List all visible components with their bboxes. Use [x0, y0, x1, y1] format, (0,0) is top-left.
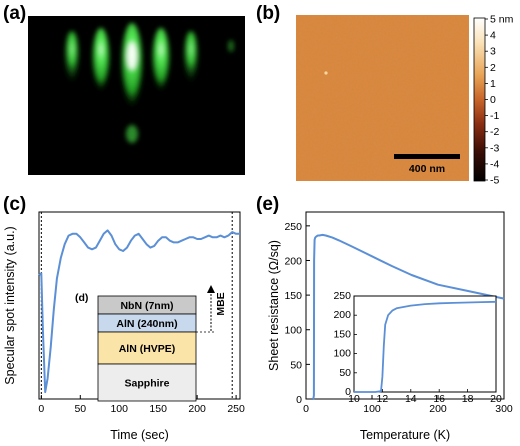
x-tick-label: 200 [188, 403, 206, 415]
colorbar-tick-label: 2 [490, 62, 496, 74]
inset-x-tick-label: 12 [377, 393, 389, 405]
colorbar-tick-label: -1 [490, 110, 499, 122]
colorbar-tick-label: 4 [490, 30, 496, 42]
inset-y-tick-label: 250 [333, 290, 351, 302]
colorbar-tick-label: -5 [490, 175, 499, 186]
panel-b-label: (b) [256, 3, 281, 24]
rheed-streak [183, 31, 199, 91]
x-tick-label: 150 [149, 403, 167, 415]
rheed-streak [92, 28, 110, 100]
x-tick-label: 200 [429, 403, 447, 415]
y-tick-label: 150 [284, 290, 302, 302]
y-tick-label: 100 [284, 325, 302, 337]
rheed-image [28, 16, 245, 175]
inset-x-tick-label: 14 [405, 393, 417, 405]
x-tick-label: 0 [38, 403, 44, 415]
y-tick-label: 50 [290, 359, 302, 371]
layer-label: AlN (HVPE) [119, 343, 176, 355]
scale-bar [394, 154, 460, 159]
layer-label: Sapphire [125, 378, 170, 390]
inset-resistance-curve [354, 300, 497, 393]
chart-c: 0 50 100 150 200 250 Time (sec) Specular spot i… [3, 211, 245, 442]
inset-x-tick-label: 10 [348, 393, 360, 405]
mbe-label: MBE [215, 292, 227, 315]
inset-x-tick-label: 16 [433, 393, 445, 405]
inset-frame [353, 295, 497, 393]
inset-y-tick-label: 150 [333, 328, 351, 340]
scale-bar-label: 400 nm [409, 163, 445, 175]
colorbar-tick-label: 3 [490, 46, 496, 58]
y-tick-label: 200 [284, 255, 302, 267]
rheed-streak [228, 40, 234, 52]
rheed-streak [121, 23, 143, 119]
layer-label: AlN (240nm) [116, 318, 177, 330]
rheed-streak [64, 31, 80, 91]
afm-image: 400 nm [296, 15, 469, 181]
layer-3 [97, 363, 197, 402]
colorbar-tick-label: 1 [490, 78, 496, 90]
colorbar-tick-label: -2 [490, 126, 499, 138]
panel-c-label: (c) [3, 194, 27, 215]
rheed-streak [152, 28, 170, 100]
rheed-specular-spot [126, 125, 138, 143]
x-tick-label: 100 [363, 403, 381, 415]
y-tick-label: 250 [284, 221, 302, 233]
inset-y-tick-label: 0 [345, 386, 351, 398]
inset-x-tick-label: 18 [462, 393, 474, 405]
x-tick-label: 50 [74, 403, 86, 415]
layer-2 [97, 331, 197, 365]
colorbar-tick-label: 0 [490, 94, 496, 106]
colorbar-tick-label: -4 [490, 158, 499, 170]
panel-e-label: (e) [256, 194, 280, 215]
inset-x-tick-label: 20 [490, 393, 502, 405]
y-axis-label: Sheet resistance (Ω/sq) [267, 240, 281, 371]
x-tick-label: 300 [495, 403, 513, 415]
y-tick-label: 0 [296, 394, 302, 406]
x-tick-label: 250 [227, 403, 245, 415]
x-tick-label: 100 [110, 403, 128, 415]
x-tick-label: 0 [303, 403, 309, 415]
colorbar-tick-label: -3 [490, 142, 499, 154]
inset-y-tick-label: 50 [339, 367, 351, 379]
layer-label: NbN (7nm) [120, 300, 173, 312]
resistance-curve [312, 233, 505, 400]
panel-a-label: (a) [3, 3, 27, 24]
inset-y-tick-label: 100 [333, 348, 351, 360]
y-axis-label: Specular spot intensity (a.u.) [3, 226, 17, 384]
inset-y-tick-label: 200 [333, 309, 351, 321]
colorbar: 5 nm 4 3 2 1 0 -1 -2 -3 -4 -5 [473, 15, 514, 186]
colorbar-tick-label: 5 nm [490, 15, 514, 26]
mbe-arrowhead [207, 285, 215, 293]
panel-d-label: (d) [75, 292, 88, 304]
x-axis-label: Temperature (K) [360, 428, 450, 442]
plot-frame [305, 211, 505, 400]
intensity-curve [38, 229, 240, 394]
x-axis-label: Time (sec) [110, 428, 169, 442]
